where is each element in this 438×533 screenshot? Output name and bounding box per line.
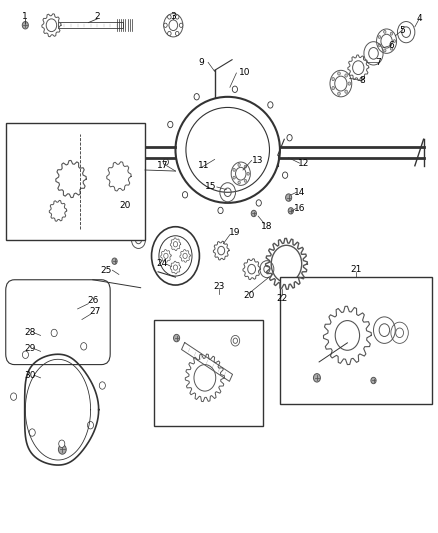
Circle shape (244, 179, 247, 182)
Circle shape (378, 44, 381, 47)
Circle shape (287, 134, 292, 141)
Circle shape (244, 165, 247, 168)
Text: 28: 28 (24, 328, 35, 337)
Circle shape (22, 21, 28, 29)
Text: 23: 23 (213, 281, 225, 290)
Circle shape (348, 82, 351, 85)
Circle shape (338, 92, 340, 95)
Circle shape (332, 77, 335, 80)
Text: 30: 30 (24, 370, 35, 379)
Text: 27: 27 (89, 307, 101, 316)
Text: 21: 21 (350, 265, 362, 273)
Circle shape (29, 429, 35, 436)
Circle shape (288, 208, 293, 214)
Circle shape (378, 36, 381, 38)
Circle shape (173, 334, 180, 342)
Circle shape (233, 176, 235, 179)
Text: 6: 6 (388, 41, 394, 50)
Text: 3: 3 (170, 12, 176, 21)
Text: 17: 17 (157, 161, 168, 170)
Circle shape (58, 445, 66, 454)
Text: 22: 22 (276, 294, 288, 303)
Text: 18: 18 (261, 222, 272, 231)
Circle shape (168, 122, 173, 128)
Circle shape (105, 159, 107, 162)
Circle shape (384, 49, 386, 52)
Circle shape (176, 31, 179, 36)
Text: 26: 26 (87, 296, 99, 305)
Circle shape (88, 422, 94, 429)
Bar (154, 319, 262, 425)
Text: 5: 5 (399, 26, 405, 35)
Text: 8: 8 (360, 76, 365, 85)
Text: 12: 12 (298, 159, 310, 167)
Circle shape (105, 169, 107, 172)
Circle shape (98, 165, 100, 167)
Text: 9: 9 (199, 58, 205, 67)
Circle shape (390, 32, 392, 35)
Circle shape (393, 39, 396, 43)
Text: 24: 24 (157, 260, 168, 268)
Circle shape (194, 94, 199, 100)
Text: 16: 16 (294, 204, 305, 213)
Circle shape (107, 165, 110, 167)
Circle shape (22, 351, 28, 359)
Text: 20: 20 (120, 201, 131, 210)
Circle shape (99, 382, 106, 389)
Circle shape (247, 172, 249, 175)
Circle shape (238, 181, 240, 184)
Text: 20: 20 (244, 291, 255, 300)
Circle shape (286, 194, 292, 201)
Circle shape (176, 15, 179, 19)
Text: 7: 7 (375, 58, 381, 67)
Text: 25: 25 (100, 266, 112, 274)
Circle shape (233, 168, 235, 171)
Text: 19: 19 (229, 228, 240, 237)
Circle shape (238, 164, 240, 166)
Circle shape (164, 23, 167, 27)
Text: 4: 4 (417, 14, 422, 23)
Circle shape (256, 200, 261, 206)
Text: 15: 15 (205, 182, 216, 191)
Circle shape (112, 258, 117, 264)
Circle shape (59, 440, 65, 447)
Circle shape (268, 102, 273, 108)
Circle shape (100, 169, 102, 172)
Circle shape (251, 211, 256, 216)
Circle shape (384, 30, 386, 34)
Text: 10: 10 (239, 68, 251, 77)
Text: 13: 13 (252, 156, 264, 165)
Bar (6, 123, 145, 240)
Circle shape (100, 159, 102, 162)
Bar (280, 277, 432, 405)
Text: 1: 1 (22, 12, 28, 21)
Circle shape (232, 86, 237, 92)
Circle shape (314, 374, 321, 382)
Text: 11: 11 (198, 161, 209, 170)
Circle shape (390, 47, 392, 50)
Circle shape (180, 23, 183, 27)
Circle shape (182, 191, 187, 198)
Circle shape (283, 172, 288, 179)
Circle shape (345, 74, 347, 77)
Circle shape (332, 86, 335, 90)
Text: 2: 2 (94, 12, 100, 21)
Circle shape (81, 343, 87, 350)
Circle shape (11, 393, 17, 400)
Text: 29: 29 (24, 344, 35, 353)
Circle shape (51, 329, 57, 337)
Circle shape (218, 207, 223, 214)
Circle shape (168, 15, 171, 19)
Circle shape (338, 72, 340, 75)
Circle shape (371, 377, 376, 384)
Circle shape (345, 90, 347, 93)
Text: 14: 14 (294, 188, 305, 197)
Circle shape (163, 159, 169, 165)
Circle shape (168, 31, 171, 36)
